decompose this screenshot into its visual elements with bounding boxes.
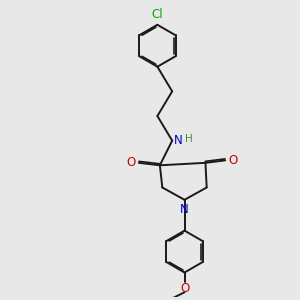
Text: Cl: Cl (152, 8, 163, 21)
Text: N: N (173, 134, 182, 147)
Text: O: O (180, 282, 189, 296)
Text: H: H (185, 134, 193, 144)
Text: O: O (228, 154, 237, 167)
Text: N: N (180, 203, 189, 217)
Text: O: O (127, 156, 136, 169)
